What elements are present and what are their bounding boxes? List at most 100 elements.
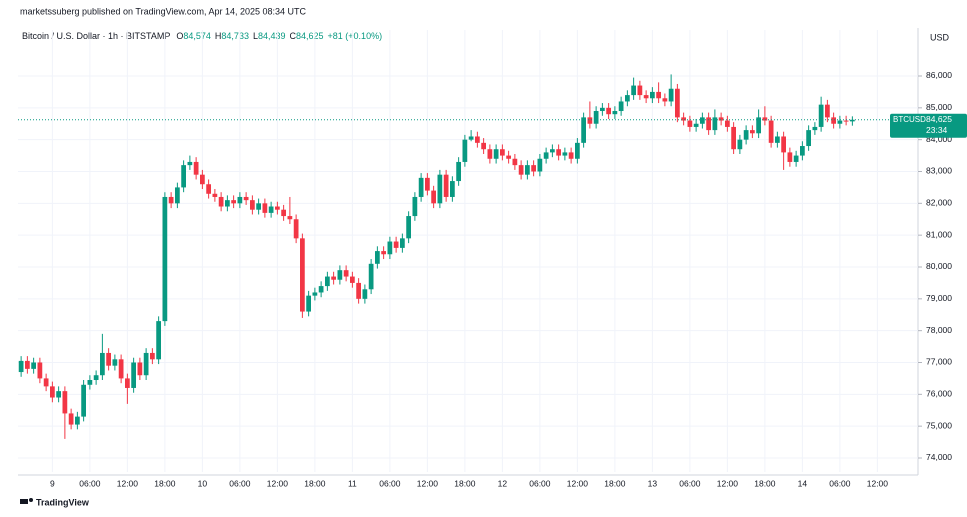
symbol-header: Bitcoin / U.S. Dollar · 1h · BITSTAMP O84… xyxy=(22,31,382,41)
candle-body xyxy=(537,158,543,172)
candle-body xyxy=(337,270,343,280)
candle-body xyxy=(18,360,24,373)
last-symbol: BTCUSD xyxy=(893,115,926,124)
candle-body xyxy=(400,238,405,248)
candle-body xyxy=(750,130,755,134)
x-tick-label: 18:00 xyxy=(604,478,626,488)
candle-body xyxy=(475,136,480,143)
candle-body xyxy=(168,196,174,204)
x-tick-label: 06:00 xyxy=(229,478,251,488)
candle-body xyxy=(850,119,855,122)
y-tick-label: 86,000 xyxy=(926,70,952,80)
candle-body xyxy=(262,203,268,213)
candle-body xyxy=(156,321,161,360)
candle-body xyxy=(618,101,624,112)
x-tick-label: 9 xyxy=(50,478,55,488)
candle-body xyxy=(193,161,199,175)
candle-body xyxy=(500,149,505,156)
x-tick-label: 06:00 xyxy=(79,478,101,488)
x-tick-label: 12 xyxy=(498,478,508,488)
x-tick-label: 18:00 xyxy=(454,478,476,488)
candle-body xyxy=(637,85,643,96)
candle-body xyxy=(487,149,493,159)
candle-body xyxy=(837,120,843,124)
candle-body xyxy=(550,149,555,153)
candle-body xyxy=(112,359,118,366)
x-tick-label: 12:00 xyxy=(717,478,739,488)
candle-body xyxy=(456,161,461,182)
candle-body xyxy=(481,142,486,150)
candle-body xyxy=(600,107,605,112)
candle-body xyxy=(306,295,311,312)
candle-body xyxy=(37,362,43,379)
candle-body xyxy=(593,111,599,124)
candle-body xyxy=(143,352,149,376)
x-tick-label: 12:00 xyxy=(867,478,889,488)
candle-body xyxy=(125,378,130,388)
candle-body xyxy=(175,187,180,204)
candle-body xyxy=(643,95,649,99)
footer-brand: TradingView xyxy=(36,497,90,507)
candle-body xyxy=(662,98,668,102)
candle-body xyxy=(531,165,536,172)
candle-body xyxy=(775,136,780,143)
x-tick-label: 06:00 xyxy=(379,478,401,488)
candle-body xyxy=(300,238,305,312)
candle-body xyxy=(218,196,224,207)
x-tick-label: 13 xyxy=(648,478,658,488)
candle-body xyxy=(437,174,443,204)
ohlc-key: O xyxy=(176,31,183,41)
candle-body xyxy=(387,241,393,255)
candle-body xyxy=(462,139,468,162)
x-tick-label: 10 xyxy=(198,478,208,488)
candle-body xyxy=(162,196,168,322)
y-tick-label: 76,000 xyxy=(926,389,952,399)
candle-body xyxy=(737,139,743,150)
x-tick-label: 18:00 xyxy=(154,478,176,488)
candle-body xyxy=(706,117,711,131)
candle-body xyxy=(781,136,786,153)
y-tick-label: 80,000 xyxy=(926,261,952,271)
candle-body xyxy=(581,117,586,143)
candle-body xyxy=(93,375,99,381)
x-tick-label: 06:00 xyxy=(679,478,701,488)
candle-body xyxy=(506,155,511,159)
candle-body xyxy=(768,120,774,143)
candle-body xyxy=(325,276,330,287)
candle-body xyxy=(675,88,680,118)
x-tick-label: 06:00 xyxy=(829,478,851,488)
candle-body xyxy=(831,117,836,124)
candle-body xyxy=(231,200,236,204)
candle-body xyxy=(743,130,749,140)
ohlc-values: O84,574 H84,733 L84,439 C84,625 +81 (+0.10%) xyxy=(176,31,382,41)
candle-body xyxy=(281,209,286,217)
y-tick-label: 82,000 xyxy=(926,198,952,208)
candle-body xyxy=(137,362,143,376)
y-tick-label: 81,000 xyxy=(926,229,952,239)
y-tick-label: 75,000 xyxy=(926,420,952,430)
candle-body xyxy=(243,196,249,201)
candle-body xyxy=(562,152,568,156)
candle-body xyxy=(525,165,530,175)
ohlc-value: 84,733 xyxy=(221,31,249,41)
candle-body xyxy=(381,251,386,255)
candle-body xyxy=(587,117,593,124)
candle-body xyxy=(43,378,49,387)
candle-body xyxy=(787,152,793,162)
candle-body xyxy=(31,362,36,369)
x-tick-label: 18:00 xyxy=(304,478,326,488)
candle-body xyxy=(512,158,518,166)
candle-body xyxy=(575,142,580,159)
y-tick-label: 83,000 xyxy=(926,166,952,176)
candle-body xyxy=(712,117,718,131)
candle-body xyxy=(237,196,243,204)
candle-body xyxy=(700,117,705,124)
candle-body xyxy=(181,165,186,188)
candle-body xyxy=(350,276,355,283)
candle-body xyxy=(625,95,630,102)
candle-body xyxy=(718,117,724,121)
candle-body xyxy=(150,352,155,360)
ohlc-change: +81 (+0.10%) xyxy=(328,31,383,41)
ohlc-key: L xyxy=(253,31,258,41)
